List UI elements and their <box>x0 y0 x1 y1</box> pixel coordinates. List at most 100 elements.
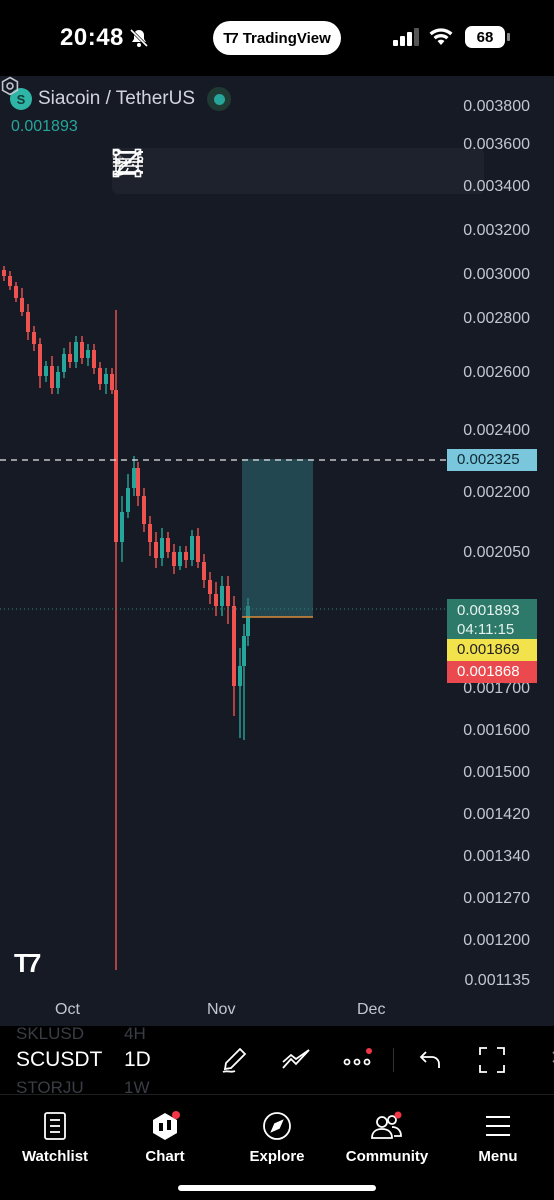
red-price-tag: 0.001868 <box>447 661 537 683</box>
candle-body <box>32 332 36 344</box>
tradingview-watermark-icon: T7 <box>14 948 41 978</box>
bell-muted-icon <box>129 28 149 48</box>
price-axis-label: 0.001200 <box>463 932 530 949</box>
watchlist-icon <box>43 1110 67 1142</box>
rectangle-icon[interactable] <box>112 148 385 194</box>
candle-body <box>50 366 54 388</box>
candle-body <box>242 636 246 666</box>
candle-body <box>178 552 182 566</box>
candle-body <box>2 270 6 276</box>
interval-picker-prev: 4H <box>124 1024 146 1043</box>
candle-body <box>202 562 206 580</box>
candle-body <box>80 342 84 358</box>
tradingview-pill[interactable]: T7 TradingView <box>213 21 341 55</box>
bar-countdown: 04:11:15 <box>457 621 515 638</box>
price-axis-label: 0.003600 <box>463 136 530 153</box>
candle-body <box>160 538 164 558</box>
symbol-last-price: 0.001893 <box>11 118 78 135</box>
candle-body <box>62 354 66 372</box>
price-axis-label: 0.003000 <box>463 266 530 283</box>
chart-settings-icon[interactable] <box>0 76 20 96</box>
bottom-navigation: Watchlist Chart Explore Community Menu <box>0 1094 554 1200</box>
horizontal-ray-icon[interactable] <box>112 148 434 194</box>
chart-icon <box>149 1110 181 1142</box>
symbol-title[interactable]: Siacoin / TetherUS <box>38 88 196 109</box>
battery-indicator: 68 <box>465 26 510 48</box>
brush-icon[interactable] <box>113 148 483 194</box>
symbol-header[interactable]: S Siacoin / TetherUS <box>10 87 232 111</box>
candle-body <box>132 468 136 488</box>
chart-canvas[interactable]: S Siacoin / TetherUS 0.001893 0.00 <box>0 76 554 1026</box>
regression-channel-icon[interactable] <box>113 148 336 194</box>
time-axis-label-oct: Oct <box>55 1001 80 1018</box>
price-axis-label: 0.003400 <box>463 178 530 195</box>
home-indicator <box>178 1185 376 1191</box>
time-axis-label-dec: Dec <box>357 1001 386 1018</box>
fullscreen-icon[interactable] <box>476 1044 508 1076</box>
tradingview-logo-icon: T7 <box>223 29 238 47</box>
candle-body <box>214 594 218 606</box>
status-bar: 20:48 T7 TradingView 68 <box>0 0 554 76</box>
long-position-box[interactable] <box>242 459 313 617</box>
candle-body <box>20 298 24 312</box>
candle-body <box>74 342 78 362</box>
candle-body <box>226 586 230 606</box>
price-axis-label: 0.001420 <box>463 806 530 823</box>
interval-picker-next: 1W <box>124 1078 150 1097</box>
redo-icon[interactable] <box>536 1044 554 1076</box>
nav-label: Menu <box>478 1148 518 1165</box>
yellow-price-tag: 0.001869 <box>447 639 537 661</box>
candle-body <box>196 536 200 562</box>
nav-community[interactable]: Community <box>332 1095 442 1165</box>
community-icon <box>370 1110 404 1142</box>
price-axis-label: 0.003200 <box>463 222 530 239</box>
price-axis-label: 0.002800 <box>463 310 530 327</box>
menu-icon <box>484 1110 512 1142</box>
interval-selector[interactable]: 1D <box>124 1048 151 1071</box>
nav-label: Community <box>345 1148 429 1165</box>
last-price-tag: 0.001893 04:11:15 <box>447 599 537 641</box>
trend-line-icon[interactable] <box>112 148 189 194</box>
time-axis-label-nov: Nov <box>207 1001 236 1018</box>
price-axis-label: 0.002400 <box>463 422 530 439</box>
candle-body <box>154 542 158 558</box>
ticker-picker-next: STORJU <box>16 1078 84 1097</box>
undo-icon[interactable] <box>414 1044 446 1076</box>
drawing-toolbar <box>112 148 484 194</box>
price-chart[interactable] <box>0 76 554 1026</box>
alert-price-tag[interactable]: 0.002325 <box>447 449 537 471</box>
nav-menu[interactable]: Menu <box>443 1095 553 1165</box>
candle-body <box>56 372 60 388</box>
price-axis-label: 0.001500 <box>463 764 530 781</box>
parallel-channel-icon[interactable] <box>113 148 287 194</box>
horizontal-lines-icon[interactable] <box>113 148 238 194</box>
price-axis-label: 0.001340 <box>463 848 530 865</box>
price-axis-label: 0.001270 <box>463 890 530 907</box>
candle-body <box>114 390 118 542</box>
wifi-icon <box>429 28 453 45</box>
market-open-status-icon <box>207 87 232 111</box>
price-axis-label: 0.001700 <box>463 680 530 697</box>
candle-body <box>166 538 170 552</box>
indicators-icon[interactable] <box>280 1044 312 1076</box>
siacoin-logo-icon: S <box>10 88 32 110</box>
candle-body <box>142 496 146 524</box>
candle-body <box>92 350 96 368</box>
price-axis-label: 0.002050 <box>463 544 530 561</box>
candle-body <box>14 286 18 298</box>
candle-body <box>98 368 102 384</box>
candle-body <box>190 536 194 560</box>
nav-watchlist[interactable]: Watchlist <box>0 1095 110 1165</box>
candle-body <box>246 606 250 636</box>
ticker-selector[interactable]: SCUSDT <box>16 1048 103 1071</box>
toolbar-divider <box>393 1048 394 1072</box>
nav-label: Explore <box>249 1148 305 1165</box>
more-options-icon[interactable] <box>342 1044 374 1076</box>
nav-explore[interactable]: Explore <box>222 1095 332 1165</box>
ticker-picker-prev: SKLUSD <box>16 1024 85 1043</box>
candle-body <box>184 552 188 560</box>
price-axis-label: 0.001135 <box>464 972 530 989</box>
drawing-pen-icon[interactable] <box>218 1044 250 1076</box>
tradingview-pill-label: TradingView <box>242 29 331 47</box>
nav-chart[interactable]: Chart <box>110 1095 220 1165</box>
